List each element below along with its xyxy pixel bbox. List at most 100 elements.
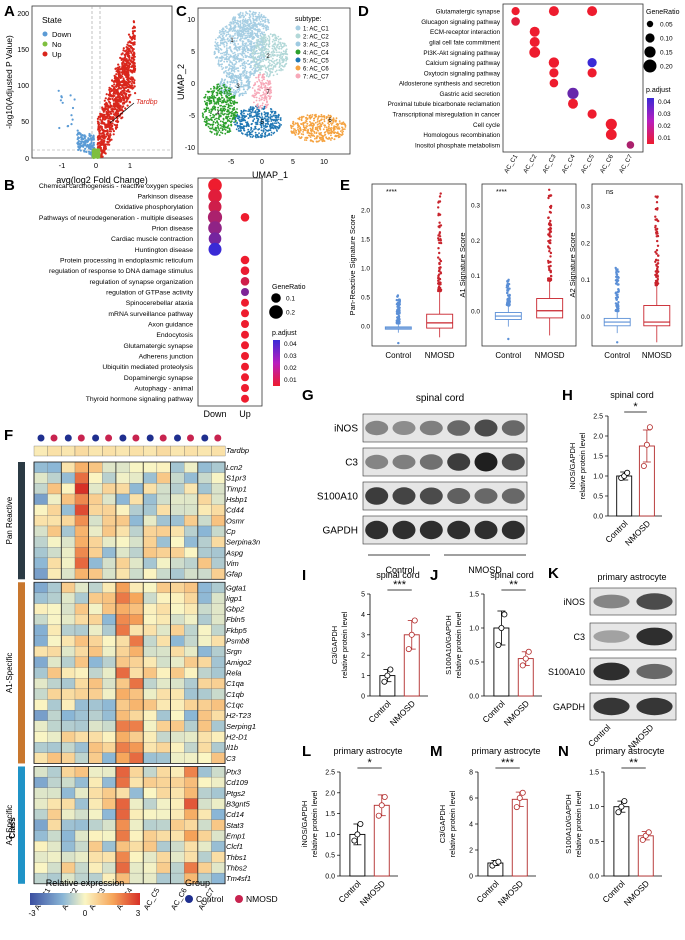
umap-point bbox=[256, 43, 259, 46]
umap-point bbox=[233, 121, 236, 124]
boxplot-outlier bbox=[549, 229, 552, 233]
umap-point bbox=[228, 71, 231, 74]
up-point bbox=[108, 88, 111, 91]
up-point bbox=[124, 83, 127, 87]
umap-point bbox=[248, 13, 251, 16]
heatmap-cell bbox=[47, 461, 62, 473]
umap-point bbox=[260, 129, 263, 132]
boxplot-outlier bbox=[396, 295, 399, 298]
tardbp-annotation: Tardbp bbox=[136, 99, 158, 106]
umap-point bbox=[224, 100, 226, 103]
umap-point bbox=[263, 41, 265, 43]
heatmap-cell bbox=[170, 592, 185, 604]
umap-point bbox=[256, 35, 258, 38]
umap-point bbox=[230, 102, 233, 105]
umap-point bbox=[227, 53, 230, 56]
umap-point bbox=[226, 27, 228, 30]
heatmap-cell bbox=[197, 536, 212, 548]
boxplot-outlier bbox=[549, 223, 552, 226]
umap-point bbox=[267, 48, 269, 51]
umap-point bbox=[267, 112, 269, 115]
no-point bbox=[92, 153, 96, 156]
heatmap-cell bbox=[74, 614, 89, 626]
umap-point bbox=[259, 53, 262, 56]
umap-point bbox=[253, 128, 256, 131]
umap-point bbox=[257, 69, 260, 72]
boxplot-outlier bbox=[547, 233, 550, 236]
term-label: Proximal tubule bicarbonate reclamation bbox=[388, 101, 501, 108]
umap-point bbox=[240, 26, 243, 29]
volcano-xtick-0: 0 bbox=[94, 161, 98, 170]
heatmap-gene-label: Fbln5 bbox=[226, 615, 246, 624]
umap-point bbox=[244, 43, 247, 46]
up-point bbox=[120, 57, 124, 60]
umap-point bbox=[217, 89, 220, 92]
umap-point bbox=[234, 21, 236, 24]
boxplot-ytick: 0.0 bbox=[361, 323, 370, 330]
term-label: Autophagy - animal bbox=[134, 386, 193, 393]
umap-point bbox=[323, 134, 326, 137]
legend-down-dot bbox=[42, 31, 48, 37]
umap-point bbox=[243, 19, 246, 22]
heatmap-cell bbox=[115, 472, 130, 484]
umap-point bbox=[309, 124, 311, 126]
heatmap-cell bbox=[211, 568, 226, 580]
umap-point bbox=[219, 36, 222, 39]
up-point bbox=[100, 141, 103, 144]
heatmap-cell bbox=[197, 557, 212, 569]
umap-point bbox=[229, 23, 231, 26]
umap-point bbox=[241, 51, 244, 54]
umap-point bbox=[256, 92, 258, 95]
heatmap-gene-label: Amigo2 bbox=[225, 658, 252, 667]
term-label: glial cell fate commitment bbox=[429, 40, 500, 47]
umap-point bbox=[320, 131, 322, 134]
umap-point bbox=[217, 50, 220, 52]
umap-point bbox=[277, 113, 280, 116]
boxplot-ytick: 0.2 bbox=[471, 238, 480, 245]
up-point bbox=[125, 80, 128, 83]
umap-point bbox=[210, 110, 213, 113]
umap-point bbox=[263, 135, 266, 138]
umap-point bbox=[252, 15, 255, 18]
boxplot-box bbox=[643, 305, 671, 327]
umap-point bbox=[229, 83, 232, 86]
term-label: Glutamatergic synapse bbox=[436, 9, 501, 16]
boxplot-outlier bbox=[548, 205, 552, 209]
umap-point bbox=[247, 128, 250, 131]
umap-point bbox=[244, 133, 247, 136]
up-point bbox=[113, 83, 116, 86]
down-point bbox=[76, 138, 79, 141]
umap-point bbox=[239, 74, 242, 77]
umap-legend-label: 6: AC_C6 bbox=[303, 67, 329, 73]
umap-point bbox=[223, 105, 226, 108]
umap-point bbox=[209, 114, 212, 117]
boxplot-frame bbox=[481, 183, 577, 347]
umap-point bbox=[264, 16, 267, 19]
heatmap-gene-label: Ggta1 bbox=[226, 583, 246, 592]
umap-point bbox=[229, 48, 232, 50]
umap-ytick-0: -10 bbox=[185, 145, 195, 152]
umap-point bbox=[239, 130, 242, 133]
umap-point bbox=[245, 92, 247, 95]
umap-point bbox=[264, 40, 267, 43]
umap-point bbox=[225, 94, 228, 97]
heatmap-cell bbox=[47, 483, 62, 495]
umap-point bbox=[248, 76, 251, 79]
umap-point bbox=[237, 127, 240, 130]
umap-point bbox=[267, 129, 270, 132]
umap-point bbox=[285, 59, 287, 62]
up-point bbox=[99, 113, 102, 116]
volcano-ytick-50: 50 bbox=[21, 119, 29, 126]
umap-point bbox=[224, 29, 227, 32]
umap-point bbox=[244, 28, 247, 31]
up-point bbox=[105, 101, 108, 104]
umap-point bbox=[245, 11, 247, 13]
umap-point bbox=[248, 36, 251, 39]
legend-up-dot bbox=[42, 51, 48, 57]
umap-point bbox=[211, 108, 214, 110]
umap-point bbox=[235, 128, 238, 131]
up-point bbox=[118, 87, 121, 90]
umap-point bbox=[258, 112, 260, 115]
umap-point bbox=[285, 57, 288, 60]
heatmap-cell bbox=[170, 582, 185, 594]
